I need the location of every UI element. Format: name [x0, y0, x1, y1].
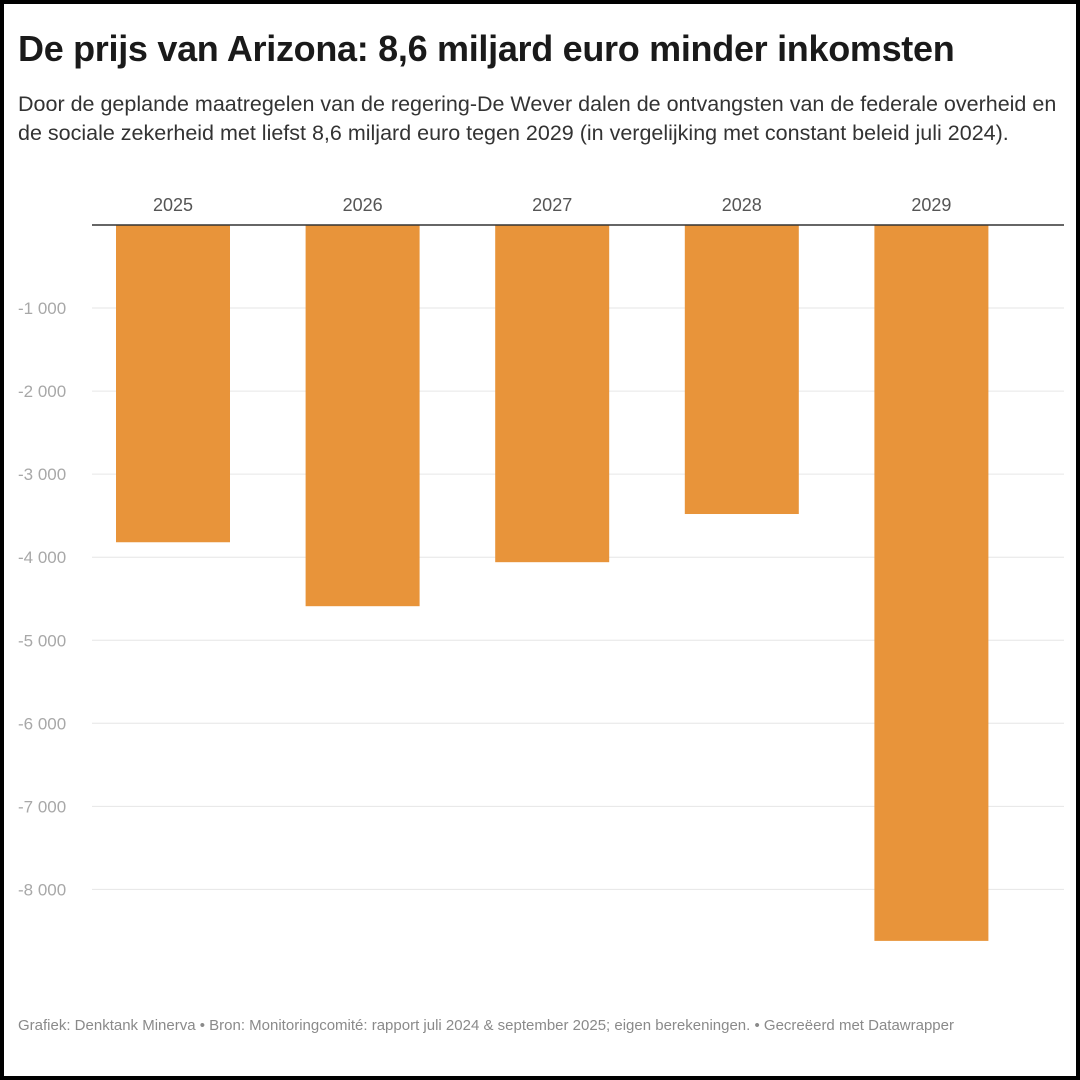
bar-2026	[305, 225, 420, 607]
x-tick-label: 2028	[722, 195, 762, 215]
bar-2029	[874, 225, 989, 941]
y-tick-label: -8 000	[18, 880, 66, 899]
chart-subtitle: Door de geplande maatregelen van de rege…	[18, 92, 1057, 145]
y-tick-label: -2 000	[18, 382, 66, 401]
y-tick-label: -5 000	[18, 631, 66, 650]
x-tick-label: 2029	[911, 195, 951, 215]
y-tick-label: -7 000	[18, 797, 66, 816]
bar-2028	[684, 225, 799, 515]
y-tick-label: -4 000	[18, 548, 66, 567]
bar-2025	[116, 225, 230, 543]
y-tick-label: -1 000	[18, 299, 66, 318]
bar-2027	[495, 225, 610, 563]
chart-title: De prijs van Arizona: 8,6 miljard euro m…	[18, 28, 955, 69]
y-tick-label: -3 000	[18, 465, 66, 484]
x-tick-label: 2025	[153, 195, 193, 215]
x-tick-label: 2026	[343, 195, 383, 215]
x-tick-label: 2027	[532, 195, 572, 215]
chart-frame: De prijs van Arizona: 8,6 miljard euro m…	[4, 4, 1076, 1076]
y-tick-label: -6 000	[18, 714, 66, 733]
chart-credits: Grafiek: Denktank Minerva • Bron: Monito…	[18, 1017, 954, 1034]
bar-chart: -1 000 -2 000 -3 000 -4 000 -5 000 -6 000 -7 0…	[18, 195, 1064, 941]
